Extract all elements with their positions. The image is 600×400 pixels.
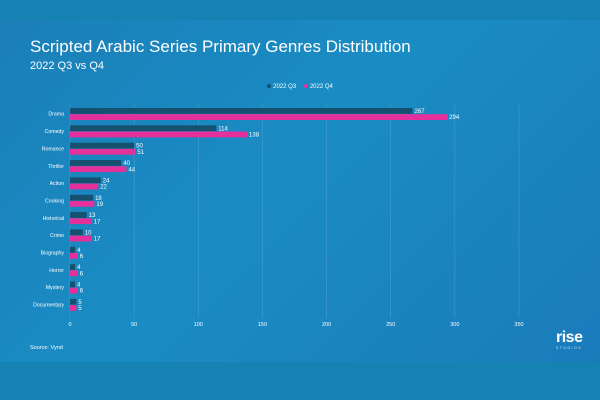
x-tick-label: 350 bbox=[514, 322, 523, 328]
bar-chart: 0 50 100 150 200 250 300 350 Drama 267 294 Comedy 11… bbox=[33, 105, 524, 328]
legend-swatch-q4 bbox=[303, 84, 308, 89]
rise-studios-logo: rise STUDIOS bbox=[556, 330, 596, 351]
bar-q4 bbox=[70, 114, 448, 120]
bar-q3 bbox=[70, 177, 101, 184]
legend-label-q3: 2022 Q3 bbox=[273, 84, 297, 90]
data-label-q4: 22 bbox=[100, 185, 107, 191]
chart-subtitle: 2022 Q3 vs Q4 bbox=[30, 60, 104, 72]
bar-q3 bbox=[70, 142, 135, 149]
data-label-q3: 10 bbox=[85, 230, 92, 236]
category-label: Action bbox=[50, 181, 65, 187]
x-tick-label: 250 bbox=[386, 322, 395, 328]
bar-q4 bbox=[70, 148, 136, 155]
data-label-q3: 24 bbox=[103, 178, 110, 184]
bar-q3 bbox=[70, 246, 76, 253]
x-tick-label: 0 bbox=[68, 322, 71, 328]
bar-q3 bbox=[70, 125, 217, 132]
x-tick-label: 100 bbox=[194, 322, 203, 328]
bar-q4 bbox=[70, 166, 127, 173]
bar-q4 bbox=[70, 305, 77, 311]
legend-label-q4: 2022 Q4 bbox=[309, 84, 333, 90]
category-label: Horror bbox=[49, 268, 64, 274]
logo-text: rise bbox=[556, 329, 583, 346]
category-label: Historical bbox=[43, 216, 64, 222]
category-label: Mystery bbox=[46, 285, 65, 291]
data-label-q3: 4 bbox=[77, 265, 81, 271]
bar-q3 bbox=[70, 194, 94, 201]
data-label-q4: 51 bbox=[137, 150, 144, 156]
bar-q4 bbox=[70, 235, 92, 242]
data-label-q3: 40 bbox=[123, 161, 130, 167]
bar-q4 bbox=[70, 183, 99, 190]
x-tick-label: 200 bbox=[322, 322, 331, 328]
data-label-q4: 17 bbox=[94, 219, 101, 225]
category-label: Drama bbox=[48, 112, 64, 118]
x-tick-label: 150 bbox=[258, 322, 267, 328]
category-label: Comedy bbox=[45, 129, 65, 135]
bar-q3 bbox=[70, 264, 76, 270]
bar-q3 bbox=[70, 229, 83, 236]
bar-q3 bbox=[70, 160, 122, 166]
data-label-q4: 6 bbox=[80, 271, 84, 277]
category-label: Romance bbox=[42, 146, 64, 152]
bar-q3 bbox=[70, 212, 87, 218]
category-label: Crime bbox=[50, 233, 64, 239]
slide-frame: Scripted Arabic Series Primary Genres Di… bbox=[0, 20, 600, 362]
data-label-q4: 5 bbox=[78, 306, 82, 312]
data-label-q3: 4 bbox=[77, 283, 81, 289]
logo-subtext: STUDIOS bbox=[556, 346, 583, 350]
data-label-q3: 5 bbox=[78, 300, 82, 306]
data-label-q4: 44 bbox=[128, 167, 135, 173]
source-note: Source: Vynd bbox=[30, 345, 63, 351]
bottom-band bbox=[0, 362, 600, 400]
data-label-q3: 50 bbox=[136, 144, 143, 150]
category-label: Thriller bbox=[48, 164, 64, 170]
x-tick-label: 300 bbox=[450, 322, 459, 328]
data-label-q4: 138 bbox=[249, 133, 260, 139]
bar-q3 bbox=[70, 281, 76, 288]
data-label-q3: 13 bbox=[89, 213, 96, 219]
bar-q4 bbox=[70, 287, 78, 294]
data-label-q3: 4 bbox=[77, 248, 81, 254]
bar-q3 bbox=[70, 108, 413, 114]
bar-q3 bbox=[70, 298, 77, 305]
data-label-q4: 294 bbox=[449, 115, 460, 121]
legend-item-q4: 2022 Q4 bbox=[303, 84, 333, 90]
data-label-q4: 6 bbox=[80, 289, 84, 295]
data-label-q4: 6 bbox=[80, 254, 84, 260]
bar-q4 bbox=[70, 131, 248, 138]
data-label-q4: 19 bbox=[96, 202, 103, 208]
chart-title: Scripted Arabic Series Primary Genres Di… bbox=[30, 37, 411, 56]
bar-q4 bbox=[70, 200, 95, 207]
chart-legend: 2022 Q3 2022 Q4 bbox=[0, 84, 600, 90]
legend-swatch-q3 bbox=[267, 84, 272, 89]
data-label-q3: 267 bbox=[415, 109, 426, 115]
data-label-q4: 17 bbox=[94, 237, 101, 243]
bar-q4 bbox=[70, 253, 78, 259]
x-tick-label: 50 bbox=[131, 322, 137, 328]
data-label-q3: 18 bbox=[95, 196, 102, 202]
bar-q4 bbox=[70, 270, 78, 277]
category-label: Documentary bbox=[33, 303, 64, 309]
data-label-q3: 114 bbox=[218, 126, 228, 132]
legend-item-q3: 2022 Q3 bbox=[267, 84, 296, 90]
category-label: Biography bbox=[41, 251, 65, 257]
bar-q4 bbox=[70, 218, 92, 225]
category-label: Cooking bbox=[45, 198, 64, 204]
